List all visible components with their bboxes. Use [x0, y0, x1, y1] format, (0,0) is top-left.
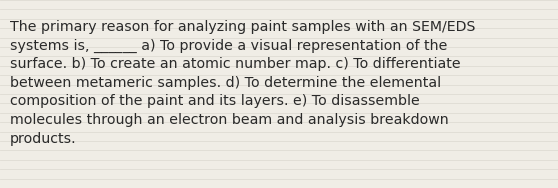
- Text: The primary reason for analyzing paint samples with an SEM/EDS
systems is, _____: The primary reason for analyzing paint s…: [10, 20, 475, 146]
